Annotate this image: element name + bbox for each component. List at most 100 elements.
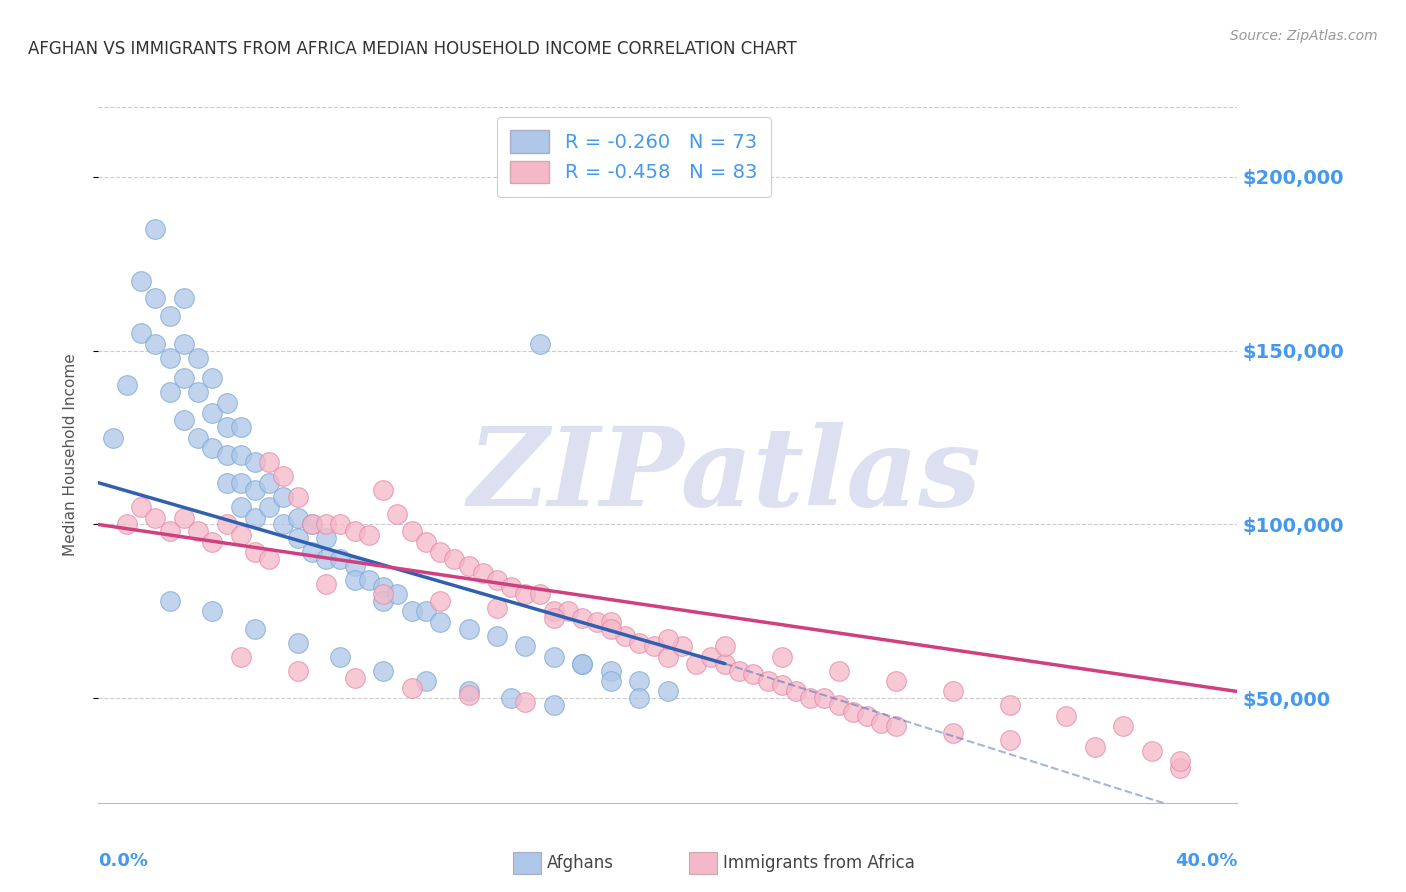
- Point: [215, 448, 238, 462]
- Point: [273, 468, 295, 483]
- Point: [273, 517, 295, 532]
- Point: [173, 413, 195, 427]
- Point: [215, 395, 238, 409]
- Point: [215, 475, 238, 490]
- Point: [259, 552, 281, 566]
- Point: [415, 605, 437, 619]
- Point: [828, 698, 851, 713]
- Point: [373, 594, 395, 608]
- Point: [685, 657, 707, 671]
- Point: [357, 573, 380, 587]
- Point: [415, 674, 437, 689]
- Point: [201, 605, 224, 619]
- Point: [159, 309, 181, 323]
- Point: [457, 622, 479, 636]
- Point: [173, 371, 195, 385]
- Point: [1056, 708, 1078, 723]
- Point: [243, 455, 266, 469]
- Point: [401, 524, 423, 539]
- Point: [884, 719, 907, 733]
- Text: Afghans: Afghans: [547, 855, 614, 872]
- Point: [287, 490, 309, 504]
- Point: [998, 698, 1021, 713]
- Point: [287, 510, 309, 524]
- Point: [870, 715, 893, 730]
- Point: [657, 684, 679, 698]
- Point: [187, 430, 209, 444]
- Point: [501, 580, 523, 594]
- Point: [585, 615, 607, 629]
- Point: [159, 524, 181, 539]
- Point: [387, 587, 409, 601]
- Point: [1140, 744, 1163, 758]
- Point: [329, 649, 352, 664]
- Point: [486, 601, 509, 615]
- Point: [173, 336, 195, 351]
- Point: [145, 510, 167, 524]
- Point: [201, 441, 224, 455]
- Point: [373, 580, 395, 594]
- Point: [159, 351, 181, 365]
- Point: [443, 552, 465, 566]
- Point: [301, 517, 323, 532]
- Point: [628, 691, 651, 706]
- Point: [571, 611, 593, 625]
- Point: [159, 594, 181, 608]
- Point: [515, 695, 537, 709]
- Point: [415, 534, 437, 549]
- Point: [515, 587, 537, 601]
- Point: [243, 622, 266, 636]
- Point: [1170, 754, 1192, 768]
- Point: [343, 559, 366, 574]
- Point: [614, 629, 637, 643]
- Point: [643, 639, 665, 653]
- Point: [600, 622, 623, 636]
- Point: [315, 576, 337, 591]
- Point: [501, 691, 523, 706]
- Point: [343, 671, 366, 685]
- Point: [942, 726, 965, 740]
- Text: 0.0%: 0.0%: [98, 852, 149, 870]
- Point: [229, 420, 252, 434]
- Point: [187, 524, 209, 539]
- Point: [229, 475, 252, 490]
- Point: [215, 517, 238, 532]
- Point: [828, 664, 851, 678]
- Point: [486, 629, 509, 643]
- Point: [714, 639, 737, 653]
- Point: [287, 664, 309, 678]
- Point: [486, 573, 509, 587]
- Point: [259, 455, 281, 469]
- Point: [543, 649, 565, 664]
- Point: [287, 532, 309, 546]
- Point: [543, 611, 565, 625]
- Point: [373, 483, 395, 497]
- Text: Immigrants from Africa: Immigrants from Africa: [723, 855, 914, 872]
- Point: [628, 636, 651, 650]
- Point: [543, 698, 565, 713]
- Point: [457, 559, 479, 574]
- Point: [315, 532, 337, 546]
- Point: [529, 587, 551, 601]
- Point: [1112, 719, 1135, 733]
- Point: [515, 639, 537, 653]
- Point: [742, 667, 765, 681]
- Point: [301, 517, 323, 532]
- Point: [557, 605, 579, 619]
- Point: [429, 594, 451, 608]
- Point: [571, 657, 593, 671]
- Point: [115, 378, 138, 392]
- Point: [856, 708, 879, 723]
- Point: [159, 385, 181, 400]
- Point: [657, 632, 679, 647]
- Point: [259, 500, 281, 514]
- Point: [785, 684, 807, 698]
- Point: [187, 351, 209, 365]
- Point: [357, 528, 380, 542]
- Point: [471, 566, 494, 581]
- Text: Source: ZipAtlas.com: Source: ZipAtlas.com: [1230, 29, 1378, 43]
- Point: [457, 688, 479, 702]
- Point: [600, 615, 623, 629]
- Point: [429, 545, 451, 559]
- Point: [129, 500, 152, 514]
